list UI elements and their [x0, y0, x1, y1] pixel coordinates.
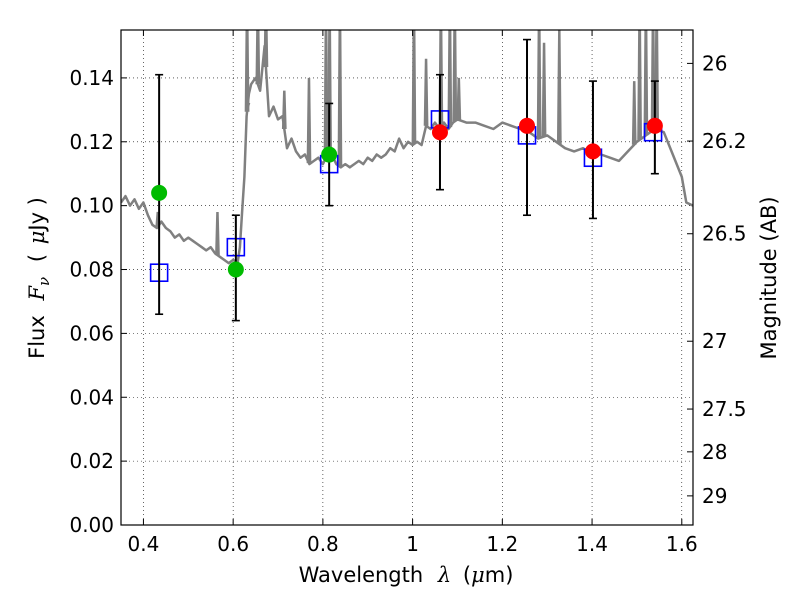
- y-tick-label: 0.14: [69, 66, 114, 90]
- observed-point-nir: [584, 143, 601, 160]
- spectrum-spike: [650, 30, 656, 131]
- y-tick-labels: 0.00 0.02 0.04 0.06 0.08 0.10 0.12 0.14: [69, 66, 114, 537]
- x-axis-symbol: λ: [437, 563, 451, 587]
- spectrum-spike: [643, 30, 649, 136]
- spectrum-spike: [541, 42, 547, 137]
- y-axis-subscript: ν: [35, 277, 53, 286]
- spectrum-spike: [323, 30, 329, 158]
- spectrum-spike: [244, 30, 250, 112]
- spectrum-spike: [631, 81, 637, 145]
- observed-points: [151, 117, 663, 278]
- y-axis-label-prefix: Flux: [25, 315, 49, 359]
- y-tick-label: 0.02: [69, 449, 114, 473]
- observed-point-nir: [431, 124, 448, 141]
- y2-tick-label: 29: [702, 484, 727, 508]
- y-tick-label: 0.12: [69, 130, 114, 154]
- y2-tick-label: 26.5: [702, 222, 747, 246]
- y-axis-unit-rest: Jy ): [25, 197, 49, 233]
- spectrum-spike: [423, 58, 429, 126]
- x-axis-label-prefix: Wavelength: [299, 563, 424, 587]
- observed-point-optical: [151, 184, 168, 201]
- x-tick-label: 1.6: [666, 532, 698, 556]
- y2-tick-label: 26.2: [702, 129, 747, 153]
- observed-point-nir: [519, 117, 536, 134]
- y2-tick-label: 27.5: [702, 397, 747, 421]
- y2-tick-labels: 26 26.2 26.5 27 27.5 28 29: [702, 51, 747, 507]
- observed-point-optical: [321, 146, 338, 163]
- plot-area: [121, 30, 693, 322]
- x-tick-label: 0.6: [217, 532, 249, 556]
- y-tick-label: 0.10: [69, 194, 114, 218]
- x-axis-unit-mu: μ: [471, 563, 485, 587]
- spectrum-spike: [637, 30, 642, 140]
- x-axis-label: Wavelength λ (μm): [299, 563, 514, 587]
- x-tick-label: 0.4: [128, 532, 160, 556]
- y-tick-label: 0.00: [69, 513, 114, 537]
- spectrum-spike: [337, 30, 343, 167]
- x-tick-label: 0.8: [307, 532, 339, 556]
- x-tick-label: 1.4: [576, 532, 608, 556]
- spectrum-spike: [306, 77, 312, 164]
- spectrum-spike: [215, 211, 220, 256]
- spectrum-spike: [452, 30, 458, 122]
- y2-tick-label: 26: [702, 51, 727, 75]
- y-tick-label: 0.08: [69, 258, 114, 282]
- spectrum-spike: [447, 30, 453, 128]
- x-tick-labels: 0.4 0.6 0.8 1 1.2 1.4 1.6: [128, 532, 698, 556]
- spectrum-spike: [255, 30, 261, 85]
- spectrum-spike: [263, 30, 269, 68]
- observed-point-nir: [646, 117, 663, 134]
- y-axis-label: Flux Fν ( μJy ): [25, 197, 54, 359]
- y2-tick-label: 28: [702, 440, 727, 464]
- spectrum-spike: [411, 30, 417, 145]
- plot-frame: [120, 29, 694, 526]
- y-tick-label: 0.06: [69, 321, 114, 345]
- y-axis-symbol: F: [25, 285, 49, 302]
- y-axis-unit-open: (: [25, 254, 49, 262]
- y-axis-unit-mu: μ: [25, 231, 49, 245]
- x-tick-label: 1.2: [486, 532, 518, 556]
- y2-tick-label: 27: [702, 329, 727, 353]
- axis-ticks: [121, 30, 693, 526]
- spectrum-spike: [281, 90, 287, 130]
- spectrum-spike: [456, 77, 462, 120]
- spectrum-spike: [654, 30, 660, 130]
- y2-axis-label: Magnitude (AB): [757, 196, 781, 359]
- plot-background: [121, 30, 693, 525]
- spectrum-spike: [327, 30, 332, 155]
- spectrum-spike: [245, 102, 251, 112]
- spectrum-spike: [556, 30, 562, 145]
- x-axis-unit-open: (: [463, 563, 471, 587]
- y-tick-label: 0.04: [69, 385, 114, 409]
- observed-point-optical: [227, 261, 244, 278]
- grid-lines: [121, 30, 693, 525]
- spectrum-spike: [536, 30, 542, 139]
- x-tick-label: 1: [406, 532, 419, 556]
- x-axis-unit-rest: m): [485, 563, 514, 587]
